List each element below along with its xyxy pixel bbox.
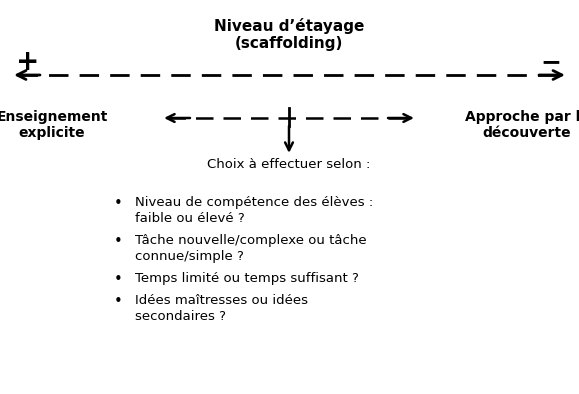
Text: Niveau d’étayage: Niveau d’étayage [214,18,364,34]
Text: secondaires ?: secondaires ? [135,310,226,323]
Text: •: • [113,196,122,211]
Text: •: • [113,234,122,249]
Text: faible ou élevé ?: faible ou élevé ? [135,212,245,225]
Text: Temps limité ou temps suffisant ?: Temps limité ou temps suffisant ? [135,272,359,285]
Text: Niveau de compétence des élèves :: Niveau de compétence des élèves : [135,196,373,209]
Text: Tâche nouvelle/complexe ou tâche: Tâche nouvelle/complexe ou tâche [135,234,367,247]
Text: +: + [16,48,40,76]
Text: −: − [541,50,562,74]
Text: Approche par la: Approche par la [464,110,579,124]
Text: Choix à effectuer selon :: Choix à effectuer selon : [207,158,371,171]
Text: •: • [113,294,122,309]
Text: découverte: découverte [483,126,571,140]
Text: (scaffolding): (scaffolding) [235,36,343,51]
Text: Enseignement: Enseignement [0,110,108,124]
Text: Idées maîtresses ou idées: Idées maîtresses ou idées [135,294,308,307]
Text: explicite: explicite [19,126,85,140]
Text: •: • [113,272,122,287]
Text: connue/simple ?: connue/simple ? [135,250,244,263]
